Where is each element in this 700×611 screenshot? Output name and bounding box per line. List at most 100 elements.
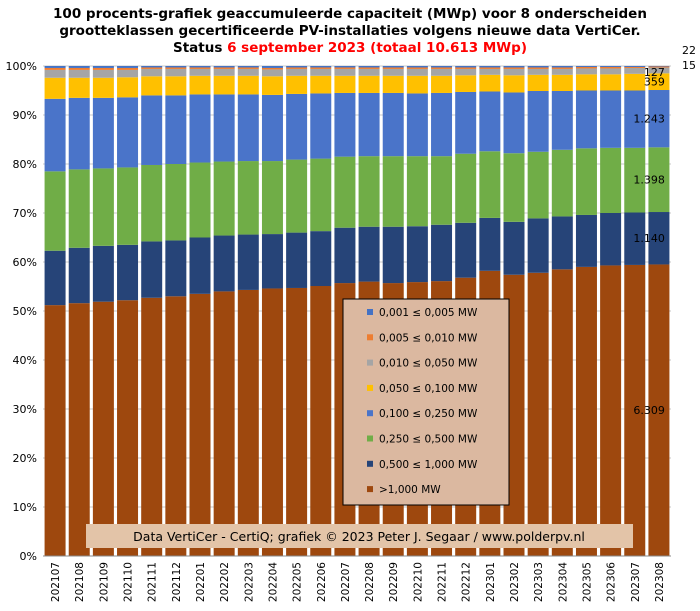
bar-segment-202211-2: [431, 156, 453, 225]
bar-segment-202208-5: [358, 68, 380, 76]
bar-segment-202110-2: [117, 167, 139, 245]
bar-segment-202111-0: [141, 297, 163, 556]
bar-segment-202206-0: [310, 286, 332, 556]
bar-segment-202109-6: [92, 67, 114, 70]
bar-segment-202204-3: [261, 94, 283, 162]
bar-segment-202205-4: [286, 75, 308, 94]
bar-segment-202201-5: [189, 68, 211, 76]
bar-segment-202109-2: [92, 168, 114, 246]
title-date: 6 september 2023: [227, 40, 366, 56]
bar-segment-202202-1: [213, 235, 235, 292]
bar-segment-202304-7: [551, 66, 573, 68]
bar-segment-202107-2: [44, 171, 66, 251]
bar-segment-202109-7: [92, 66, 114, 68]
bar-segment-202206-5: [310, 68, 332, 76]
legend-swatch: [367, 410, 373, 417]
bar-segment-202211-7: [431, 66, 453, 68]
bar-segment-202203-1: [237, 234, 259, 290]
legend-swatch: [367, 486, 373, 493]
bar-segment-202307-3: [624, 90, 646, 148]
x-tick-label: 202303: [533, 562, 545, 602]
bar-segment-202109-3: [92, 97, 114, 169]
bar-segment-202206-1: [310, 231, 332, 287]
bar-segment-202304-0: [551, 269, 573, 556]
bar-segment-202212-3: [455, 91, 477, 154]
bar-segment-202108-5: [68, 69, 90, 78]
bar-segment-202112-1: [165, 240, 187, 297]
legend-entry: 0,050 ≤ 0,100 MW: [379, 383, 478, 395]
legend-swatch: [367, 359, 373, 366]
x-tick-label: 202302: [509, 562, 521, 602]
bar-segment-202203-7: [237, 66, 259, 68]
bar-segment-202304-6: [551, 67, 573, 69]
bar-segment-202206-7: [310, 66, 332, 68]
chart-title: 100 procents-grafiek geaccumuleerde capa…: [0, 6, 700, 57]
bar-segment-202206-4: [310, 75, 332, 94]
bar-segment-202202-5: [213, 68, 235, 76]
bar-segment-202302-5: [503, 68, 525, 76]
x-tick-label: 202202: [219, 562, 231, 602]
bar-segment-202112-4: [165, 76, 187, 96]
bar-segment-202304-4: [551, 74, 573, 91]
bar-segment-202109-1: [92, 245, 114, 302]
bar-segment-202209-5: [382, 68, 404, 76]
title-total: (totaal 10.613 MWp): [370, 40, 528, 56]
y-tick-label: 80%: [13, 158, 37, 171]
bar-segment-202201-2: [189, 162, 211, 238]
bar-segment-202304-1: [551, 216, 573, 270]
bar-segment-202201-1: [189, 237, 211, 294]
legend-swatch: [367, 435, 373, 442]
x-tick-label: 202304: [557, 562, 569, 602]
bar-segment-202201-0: [189, 293, 211, 556]
bar-segment-202111-5: [141, 68, 163, 77]
bar-segment-202305-0: [575, 266, 597, 556]
bar-segment-202202-2: [213, 161, 235, 236]
data-label: 1.243: [633, 113, 665, 126]
bar-segment-202111-1: [141, 241, 163, 298]
y-tick-label: 40%: [13, 354, 37, 367]
bar-segment-202208-1: [358, 226, 380, 282]
bar-segment-202202-7: [213, 66, 235, 68]
bar-segment-202305-4: [575, 74, 597, 91]
bar-segment-202308-2: [648, 147, 670, 213]
bar-segment-202202-4: [213, 75, 235, 95]
bar-segment-202110-0: [117, 300, 139, 556]
bar-segment-202110-6: [117, 67, 139, 70]
bar-segment-202212-4: [455, 75, 477, 92]
title-status: Status: [172, 40, 228, 56]
bar-segment-202307-4: [624, 73, 646, 91]
bar-segment-202306-3: [600, 90, 622, 148]
legend-swatch: [367, 384, 373, 391]
bar-segment-202110-3: [117, 97, 139, 168]
bar-segment-202111-7: [141, 66, 163, 68]
bar-segment-202303-6: [527, 67, 549, 69]
x-tick-label: 202108: [74, 562, 86, 602]
bar-segment-202110-4: [117, 77, 139, 98]
bar-segment-202202-6: [213, 67, 235, 69]
bar-segment-202205-3: [286, 93, 308, 160]
legend-entry: 0,100 ≤ 0,250 MW: [379, 408, 478, 420]
x-tick-label: 202308: [654, 562, 666, 602]
data-label: 1.398: [633, 174, 665, 187]
y-tick-label: 90%: [13, 109, 37, 122]
x-tick-label: 202207: [340, 562, 352, 602]
bar-segment-202107-4: [44, 77, 66, 99]
bar-segment-202202-3: [213, 94, 235, 162]
legend-box: [342, 298, 510, 506]
bar-segment-202211-5: [431, 68, 453, 76]
x-tick-label: 202212: [461, 562, 473, 602]
bar-segment-202112-7: [165, 66, 187, 68]
x-tick-label: 202203: [243, 562, 255, 602]
bar-segment-202303-5: [527, 68, 549, 75]
bar-segment-202302-4: [503, 75, 525, 93]
x-tick-label: 202109: [98, 562, 110, 602]
bar-segment-202306-6: [600, 66, 622, 69]
bar-segment-202107-6: [44, 67, 66, 70]
bar-segment-202205-1: [286, 232, 308, 288]
legend-entry: 0,010 ≤ 0,050 MW: [379, 358, 478, 370]
bar-segment-202210-3: [406, 93, 428, 157]
bar-segment-202301-4: [479, 74, 501, 92]
bar-segment-202211-3: [431, 92, 453, 157]
bar-segment-202111-6: [141, 67, 163, 69]
